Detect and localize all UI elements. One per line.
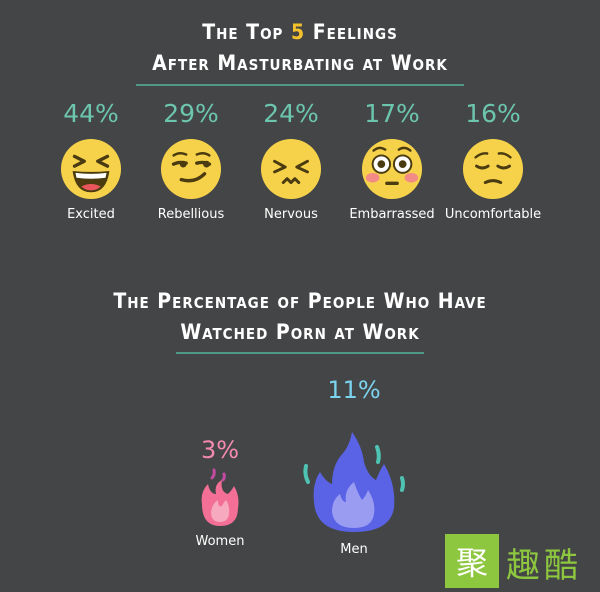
flushed-face-icon: [361, 138, 423, 200]
feeling-percent: 24%: [263, 99, 319, 128]
feeling-embarrassed: 17% Embarrassed: [342, 98, 442, 222]
porn-title: The Percentage of People Who Have Watche…: [0, 286, 600, 348]
highlight-number: 5: [291, 20, 306, 44]
blue-flame-icon: [303, 432, 405, 532]
feeling-label: Uncomfortable: [444, 207, 542, 222]
feeling-rebellious: 29% Rebellious: [141, 98, 241, 222]
gender-men: 11% Men: [292, 376, 416, 557]
pensive-face-icon: [462, 138, 524, 200]
feeling-nervous: 24% Nervous: [241, 98, 341, 222]
feelings-title: The Top 5 Feelings After Masturbating at…: [0, 17, 600, 79]
gender-women: 3% Women: [180, 436, 260, 549]
feelings-title-line2: After Masturbating at Work: [152, 51, 448, 75]
divider: [136, 84, 464, 86]
feeling-percent: 16%: [465, 99, 521, 128]
persevering-face-icon: [260, 138, 322, 200]
divider: [176, 352, 424, 354]
pink-flame-icon: [201, 468, 239, 526]
gender-label: Men: [340, 542, 368, 557]
gender-label: Women: [195, 534, 245, 549]
porn-title-line1: The Percentage of People Who Have: [113, 289, 487, 313]
smirking-face-icon: [160, 138, 222, 200]
feeling-label: Rebellious: [157, 207, 225, 222]
feeling-percent: 17%: [364, 99, 420, 128]
feeling-label: Embarrassed: [349, 207, 435, 222]
feeling-percent: 44%: [63, 99, 119, 128]
gender-percent: 11%: [327, 376, 381, 404]
feeling-excited: 44% Excited: [41, 98, 141, 222]
feeling-percent: 29%: [163, 99, 219, 128]
feeling-uncomfortable: 16% Uncomfortable: [443, 98, 543, 222]
gender-percent: 3%: [200, 436, 240, 464]
feeling-label: Nervous: [264, 207, 318, 222]
ju-logo-icon: 聚: [445, 534, 499, 588]
svg-text:聚: 聚: [456, 544, 488, 582]
porn-title-line2: Watched Porn at Work: [180, 320, 420, 344]
laughing-face-icon: [60, 138, 122, 200]
watermark-logo-text: 趣酷: [506, 546, 582, 586]
feeling-label: Excited: [67, 207, 115, 222]
feelings-title-line1: The Top 5 Feelings: [202, 20, 398, 44]
